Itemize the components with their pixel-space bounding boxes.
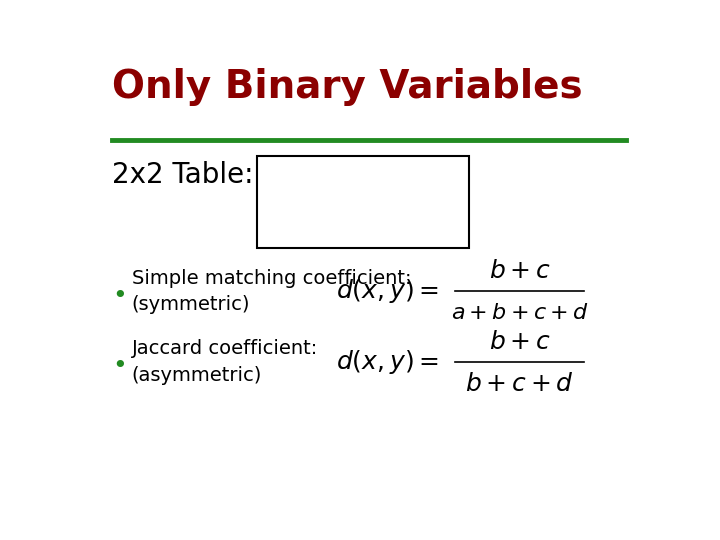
Text: $a+b+c+d$: $a+b+c+d$ xyxy=(451,303,589,323)
Text: Only Binary Variables: Only Binary Variables xyxy=(112,69,583,106)
Text: $d(x,y)=$: $d(x,y)=$ xyxy=(336,348,438,376)
Text: Jaccard coefficient:
(asymmetric): Jaccard coefficient: (asymmetric) xyxy=(132,339,318,385)
Text: •: • xyxy=(112,354,127,378)
Text: $b+c$: $b+c$ xyxy=(489,259,551,284)
Text: •: • xyxy=(112,284,127,308)
Text: $d(x,y)=$: $d(x,y)=$ xyxy=(336,278,438,306)
Text: $b+c+d$: $b+c+d$ xyxy=(465,372,574,396)
Text: $b+c$: $b+c$ xyxy=(489,330,551,354)
FancyBboxPatch shape xyxy=(258,156,469,248)
Text: Simple matching coefficient:
(symmetric): Simple matching coefficient: (symmetric) xyxy=(132,269,411,314)
Text: 2x2 Table:: 2x2 Table: xyxy=(112,161,254,189)
